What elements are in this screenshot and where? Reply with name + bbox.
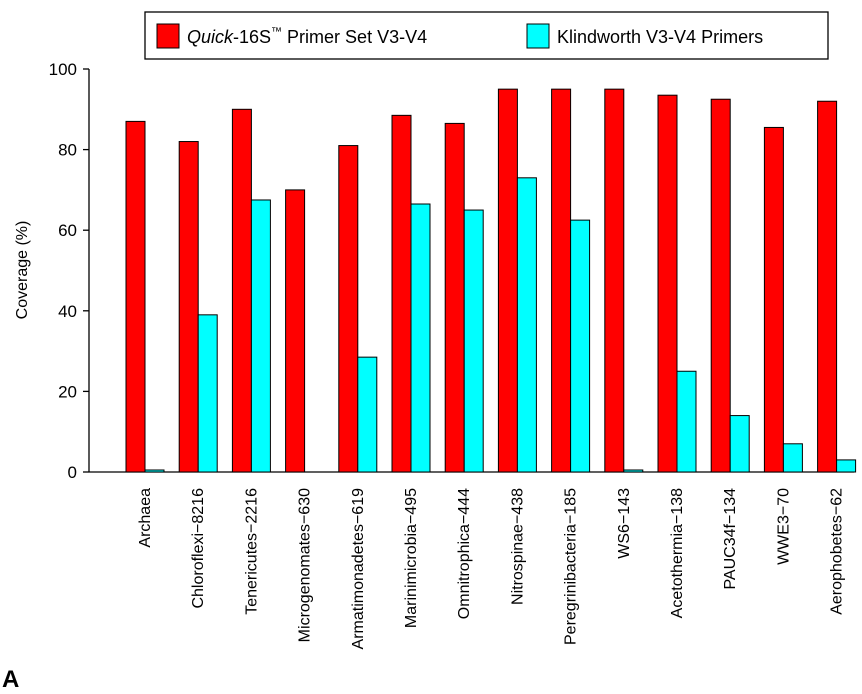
bar-quick16s <box>444 122 465 473</box>
bar-klindworth <box>623 469 644 473</box>
x-tick-label: Aerophobetes−62 <box>829 488 846 615</box>
x-tick-label: Marinimicrobia−495 <box>403 488 420 628</box>
x-tick-label: Chloroflexi−8216 <box>190 488 207 609</box>
bar-quick16s <box>604 88 625 473</box>
x-tick-label: WWE3−70 <box>775 488 792 565</box>
bar-klindworth <box>463 209 484 473</box>
y-tick-label: 100 <box>49 60 77 79</box>
bar-quick16s <box>285 189 306 473</box>
bar-quick16s <box>125 120 146 473</box>
bar-quick16s <box>551 88 572 473</box>
bar-klindworth <box>516 177 537 473</box>
bars <box>125 88 857 473</box>
x-tick-label: Peregrinibacteria−185 <box>563 488 580 645</box>
y-tick-label: 60 <box>58 221 77 240</box>
legend-box <box>144 11 829 60</box>
bar-klindworth <box>197 314 218 473</box>
legend-swatch-klindworth <box>526 23 550 49</box>
x-tick-label: Microgenomates−630 <box>297 488 314 642</box>
bar-klindworth <box>250 199 271 473</box>
bar-klindworth <box>410 203 431 473</box>
legend-swatch-quick16s <box>156 23 180 49</box>
x-tick-label: Armatimonadetes−619 <box>350 488 367 650</box>
x-tick-label: Archaea <box>137 488 154 548</box>
panel-label: A <box>2 666 20 693</box>
y-tick-label: 80 <box>58 141 77 160</box>
bar-quick16s <box>710 98 731 473</box>
bar-klindworth <box>357 356 378 473</box>
y-ticks: 0 20 40 60 80 100 <box>49 60 89 482</box>
legend-label-klindworth: Klindworth V3-V4 Primers <box>557 27 763 47</box>
bar-quick16s <box>178 141 199 473</box>
y-tick-label: 40 <box>58 302 77 321</box>
bar-quick16s <box>231 108 252 473</box>
x-tick-label: PAUC34f−134 <box>722 488 739 590</box>
x-tick-label: Omnitrophica−444 <box>456 488 473 619</box>
bar-quick16s <box>497 88 518 473</box>
y-tick-label: 0 <box>68 463 77 482</box>
bar-klindworth <box>570 219 591 473</box>
bar-klindworth <box>782 443 803 473</box>
bar-quick16s <box>817 100 838 473</box>
bar-quick16s <box>657 94 678 473</box>
legend-label-quick16s: Quick-16S™ Primer Set V3-V4 <box>187 26 427 47</box>
x-tick-label: Tenericutes−2216 <box>243 488 260 615</box>
x-tick-labels: Archaea Chloroflexi−8216 Tenericutes−2216 M… <box>137 488 846 650</box>
bar-quick16s <box>391 114 412 473</box>
legend: Quick-16S™ Primer Set V3-V4 Klindworth V… <box>144 11 829 60</box>
bar-klindworth <box>144 469 165 473</box>
x-tick-label: WS6−143 <box>616 488 633 559</box>
x-tick-label: Nitrospinae−438 <box>509 488 526 605</box>
bar-quick16s <box>338 145 359 473</box>
y-tick-label: 20 <box>58 382 77 401</box>
x-tick-label: Acetothermia−138 <box>669 488 686 618</box>
bar-klindworth <box>676 370 697 473</box>
y-axis-label: Coverage (%) <box>14 221 31 320</box>
bar-klindworth <box>836 459 857 473</box>
bar-klindworth <box>729 415 750 473</box>
bar-quick16s <box>763 126 784 473</box>
